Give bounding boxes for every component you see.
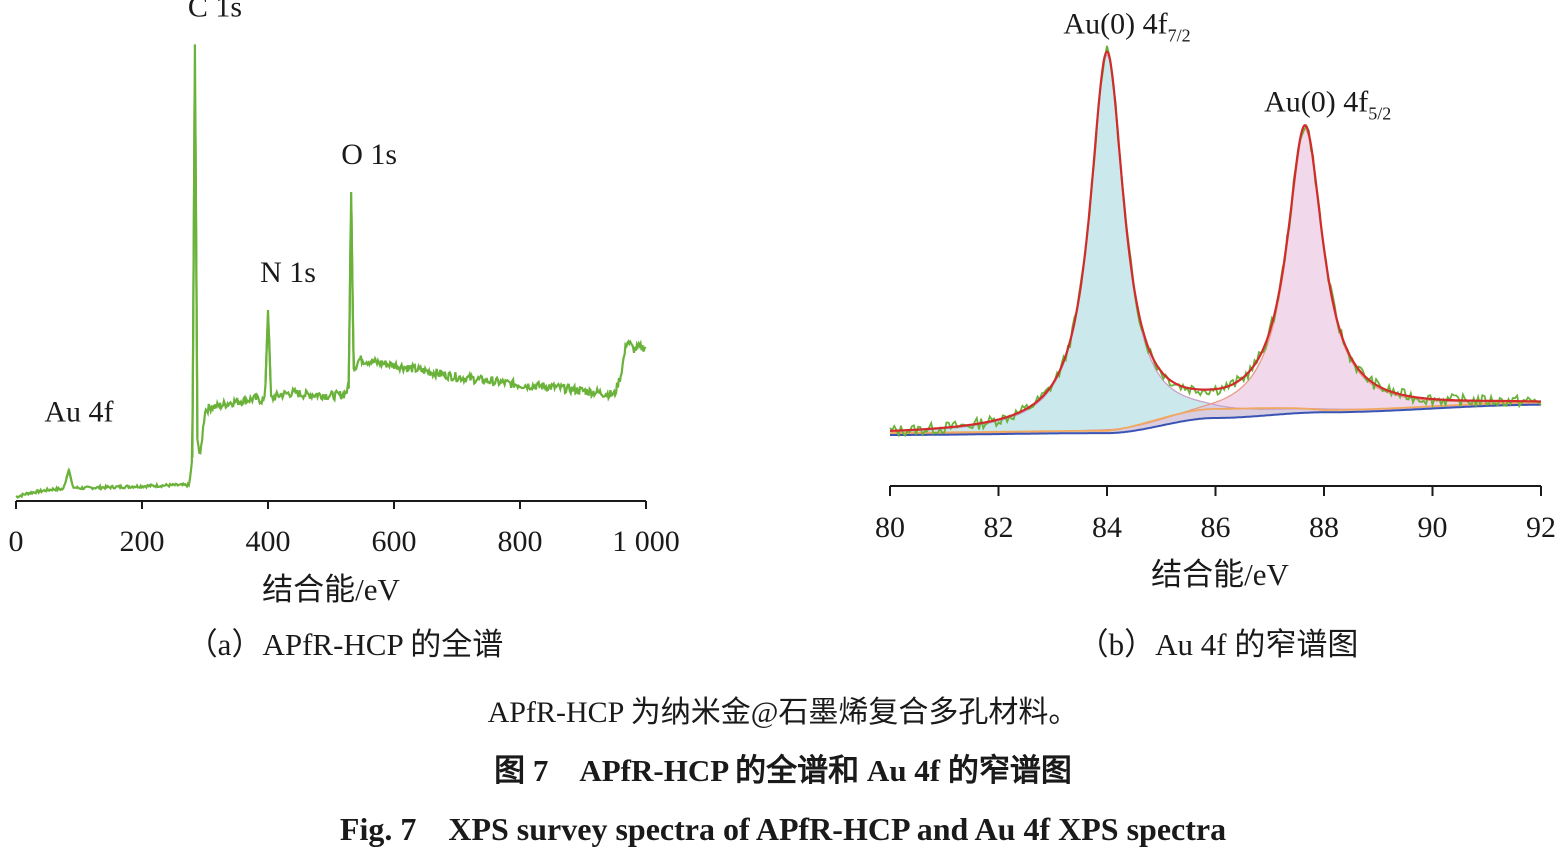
panel-b-x-tick-label: 84 — [1092, 511, 1122, 544]
panel-b-peak-label: Au(0) 4f7/2 — [1063, 8, 1190, 46]
figure-caption-cn: 图 7 APfR-HCP 的全谱和 Au 4f 的窄谱图 — [494, 753, 1072, 788]
panel-a-x-axis-label: 结合能/eV — [262, 572, 400, 607]
fit-envelope-line — [890, 50, 1541, 432]
raw-data-line — [889, 45, 1542, 438]
panel-b-x-tick-label: 90 — [1418, 511, 1448, 544]
panel-b-x-tick-label: 86 — [1201, 511, 1231, 544]
panel-a-peak-label: O 1s — [341, 138, 397, 171]
panel-a-x-tick-label: 400 — [246, 525, 291, 558]
survey-spectrum-line — [15, 96, 647, 499]
panel-a-peak-labels: Au 4f C 1s N 1s O 1s — [44, 0, 397, 428]
panel-b-caption: （b）Au 4f 的窄谱图 — [1078, 627, 1359, 662]
panel-a-x-tick-label: 200 — [120, 525, 165, 558]
panel-a-x-tick-label: 0 — [9, 525, 24, 558]
panel-b-x-tick-label: 88 — [1309, 511, 1339, 544]
panel-b-x-tick-label: 80 — [875, 511, 905, 544]
background-curve-blue — [890, 403, 1541, 436]
survey-peak-spike — [191, 44, 199, 458]
panel-a-x-tick-label: 800 — [498, 525, 543, 558]
panel-a-peak-label: C 1s — [188, 0, 242, 23]
panel-b-peak-label: Au(0) 4f5/2 — [1264, 86, 1391, 124]
panel-a-peak-label: Au 4f — [44, 395, 113, 428]
panel-a-x-ticks: 0 200 400 600 800 1 000 — [9, 501, 680, 558]
component-4f7-2-curve — [890, 54, 1541, 433]
component-4f7-2-fill — [890, 55, 1541, 435]
survey-peak-spike — [347, 191, 355, 389]
panel-a-survey-chart: 0 200 400 600 800 1 000 Au 4f C 1s N 1s O 1s 结合能… — [9, 0, 680, 662]
survey-peak-spike — [65, 469, 73, 482]
material-note: APfR-HCP 为纳米金@石墨烯复合多孔材料。 — [488, 696, 1079, 729]
panel-b-x-ticks: 80 82 84 86 88 90 92 — [875, 486, 1556, 544]
survey-peak-spike — [264, 310, 272, 383]
panel-b-au4f-chart: 80 82 84 86 88 90 92 Au(0) 4f7/2 Au(0) 4f5/2 结合… — [875, 8, 1556, 662]
panel-a-caption: （a）APfR-HCP 的全谱 — [187, 627, 504, 662]
panel-b-x-axis-label: 结合能/eV — [1151, 557, 1289, 592]
figure-caption-en: Fig. 7 XPS survey spectra of APfR-HCP an… — [340, 811, 1226, 847]
panel-a-x-tick-label: 1 000 — [612, 525, 680, 558]
panel-b-x-tick-label: 92 — [1526, 511, 1556, 544]
panel-a-x-tick-label: 600 — [372, 525, 417, 558]
panel-b-x-tick-label: 82 — [984, 511, 1014, 544]
panel-a-peak-label: N 1s — [260, 256, 316, 289]
